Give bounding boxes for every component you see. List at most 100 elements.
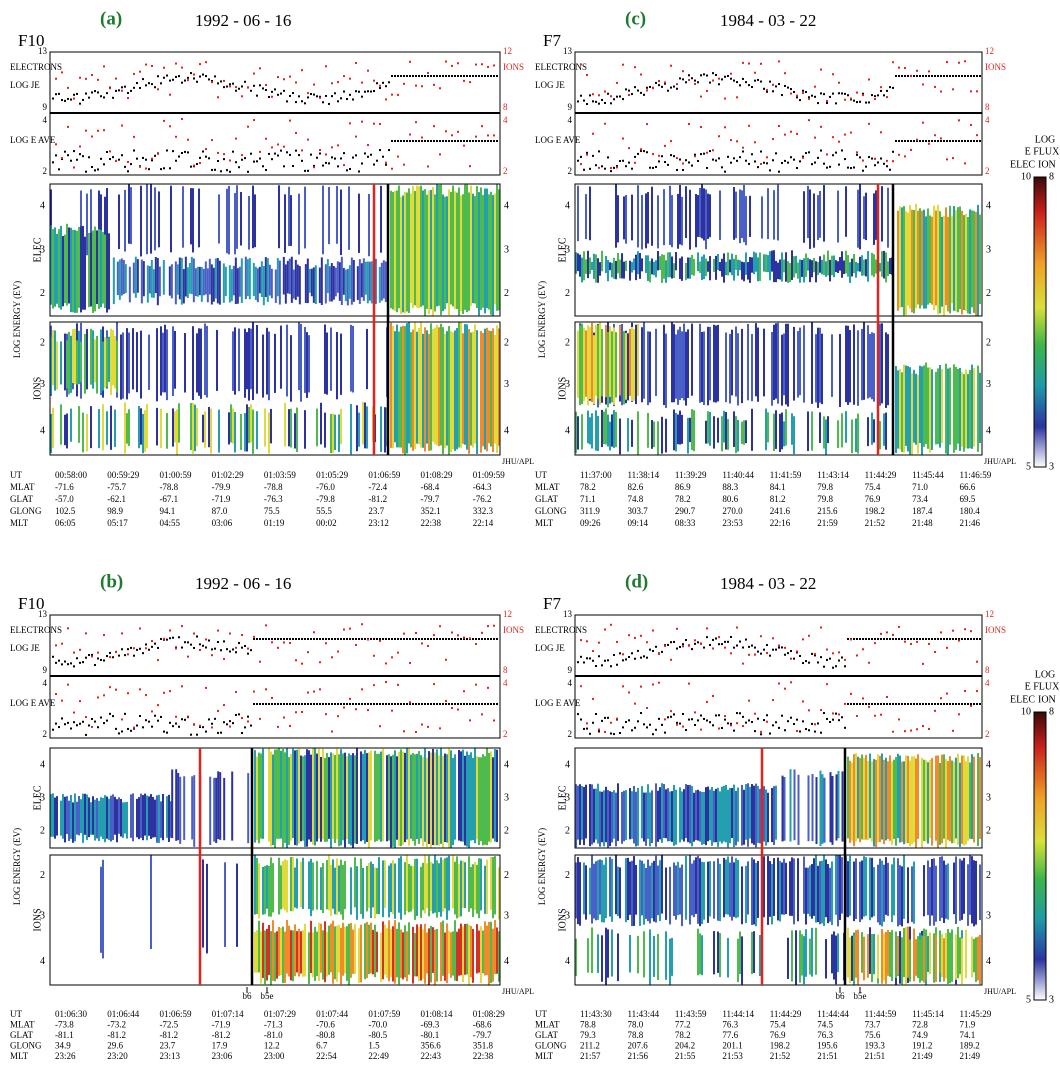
electron-dot: [793, 91, 795, 93]
ion-dot: [916, 70, 918, 72]
electron-dot: [961, 703, 963, 705]
flux-streak: [823, 185, 825, 242]
flux-streak: [478, 757, 480, 845]
electron-dot: [436, 140, 438, 142]
flux-streak: [438, 863, 440, 912]
electron-dot: [55, 93, 57, 95]
flux-streak: [947, 761, 949, 840]
flux-streak: [951, 216, 953, 303]
flux-streak: [193, 258, 195, 302]
flux-streak: [929, 932, 931, 974]
flux-streak: [925, 760, 927, 841]
flux-streak: [98, 801, 100, 841]
electron-dot: [148, 168, 150, 170]
flux-streak: [769, 861, 771, 917]
electron-dot: [229, 650, 231, 652]
ion-dot: [457, 709, 459, 711]
flux-streak: [819, 328, 821, 403]
ion-dot: [580, 63, 582, 65]
flux-streak: [697, 929, 699, 976]
table-value: 11:43:14: [817, 470, 849, 480]
electron-dot: [808, 729, 810, 731]
ion-dot: [580, 639, 582, 641]
flux-streak: [665, 789, 667, 838]
flux-streak: [416, 859, 418, 916]
flux-streak: [146, 184, 148, 254]
ion-dot: [133, 136, 135, 138]
flux-streak: [166, 413, 168, 449]
electron-dot: [106, 720, 108, 722]
electron-dot: [238, 713, 240, 715]
ion-dot: [694, 83, 696, 85]
flux-streak: [464, 862, 466, 908]
electron-dot: [637, 153, 639, 155]
flux-streak: [927, 936, 929, 972]
electron-dot: [220, 649, 222, 651]
table-value: -78.8: [264, 482, 283, 492]
ion-dot: [808, 635, 810, 637]
ion-dot: [271, 96, 273, 98]
electron-dot: [316, 95, 318, 97]
electron-dot: [907, 638, 909, 640]
electron-dot: [253, 161, 255, 163]
flux-streak: [779, 260, 781, 280]
electron-dot: [691, 165, 693, 167]
electron-dot: [751, 645, 753, 647]
flux-streak: [292, 749, 294, 838]
ion-dot: [229, 85, 231, 87]
flux-streak: [256, 757, 258, 840]
electron-dot: [745, 81, 747, 83]
flux-streak: [587, 411, 589, 444]
ion-dot: [952, 157, 954, 159]
electron-dot: [139, 648, 141, 650]
flux-streak: [202, 415, 204, 443]
electron-dot: [301, 100, 303, 102]
electron-dot: [601, 99, 603, 101]
electron-dot: [613, 98, 615, 100]
flux-streak: [889, 932, 891, 975]
flux-streak: [300, 931, 302, 973]
electron-dot: [82, 99, 84, 101]
electron-dot: [823, 163, 825, 165]
flux-streak: [689, 257, 691, 278]
ion-dot: [652, 87, 654, 89]
ion-dot: [736, 627, 738, 629]
flux-streak: [871, 938, 873, 982]
table-value: 01:09:59: [473, 470, 506, 480]
electron-dot: [172, 79, 174, 81]
flux-streak: [679, 327, 681, 400]
flux-streak: [207, 268, 209, 302]
electron-dot: [919, 638, 921, 640]
flux-streak: [426, 932, 428, 973]
ions-label: IONS: [503, 62, 524, 72]
energy-tick-label: 4: [504, 425, 509, 436]
ion-dot: [778, 644, 780, 646]
electron-dot: [163, 167, 165, 169]
flux-streak: [260, 753, 262, 838]
electron-dot: [124, 166, 126, 168]
flux-streak: [209, 777, 211, 845]
electron-dot: [454, 140, 456, 142]
ion-dot: [604, 91, 606, 93]
ion-dot: [397, 684, 399, 686]
flux-streak: [801, 260, 803, 277]
flux-streak: [488, 753, 490, 842]
flux-streak: [799, 328, 801, 396]
flux-streak: [905, 211, 907, 315]
electron-dot: [376, 82, 378, 84]
ion-dot: [640, 148, 642, 150]
ion-dot: [271, 146, 273, 148]
electron-dot: [820, 656, 822, 658]
electron-dot: [580, 95, 582, 97]
flux-streak: [939, 857, 941, 921]
electron-dot: [79, 153, 81, 155]
flux-streak: [452, 186, 454, 307]
flux-streak: [406, 931, 408, 981]
left-tick-label: 9: [568, 665, 573, 675]
flux-streak: [973, 757, 975, 843]
flux-streak: [715, 326, 717, 403]
electron-dot: [112, 656, 114, 658]
flux-streak: [753, 252, 755, 275]
flux-streak: [366, 753, 368, 842]
electron-dot: [655, 82, 657, 84]
